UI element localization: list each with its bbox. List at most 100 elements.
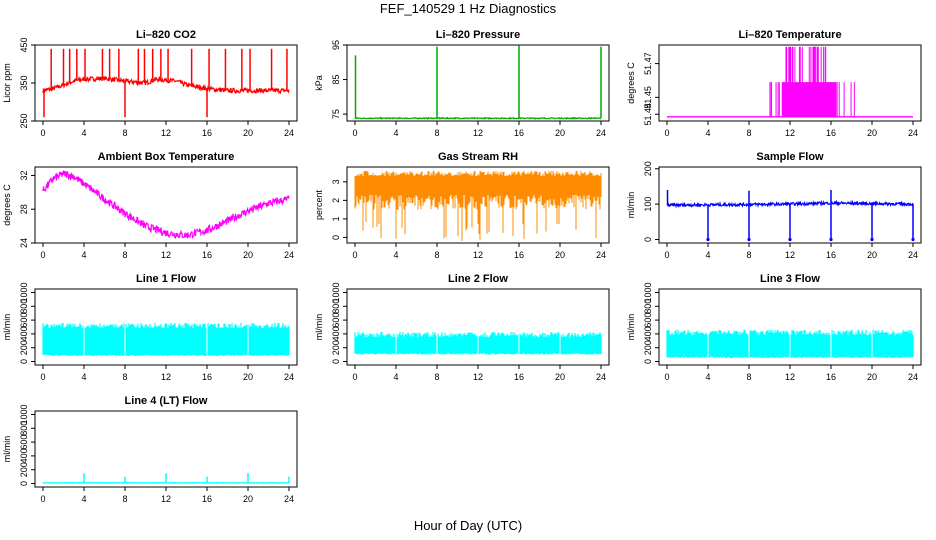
x-tick-label: 20 (867, 128, 877, 138)
x-tick-label: 4 (393, 250, 398, 260)
plot-frame (346, 44, 610, 122)
chart-title: Sample Flow (756, 151, 824, 163)
x-tick-label: 12 (785, 372, 795, 382)
y-tick-label: 250 (19, 113, 29, 128)
x-tick-label: 8 (122, 494, 127, 504)
y-tick-label: 200 (19, 340, 29, 355)
y-tick-label: 800 (643, 299, 653, 314)
y-tick-label: 51.47 (643, 52, 653, 75)
x-tick-label: 24 (908, 250, 918, 260)
chart-panel: Line 2 Flow ml/min 0 4 8 12 16 20 24 0 20040060080… (314, 273, 610, 382)
x-tick-label: 24 (596, 250, 606, 260)
chart-panel: Line 4 (LT) Flow ml/min 0 4 8 12 16 20 24 0 200400… (2, 395, 298, 504)
plot-frame (34, 44, 298, 122)
y-axis-label: kPa (314, 75, 324, 91)
y-tick-label: 85 (331, 75, 341, 85)
y-tick-label: 1000 (331, 282, 341, 302)
x-tick-label: 12 (473, 250, 483, 260)
y-axis-label: percent (314, 189, 324, 220)
series (667, 46, 913, 118)
y-tick-label: 95 (331, 40, 341, 50)
x-tick-label: 4 (81, 128, 86, 138)
chart-title: Line 1 Flow (136, 273, 196, 285)
y-tick-label: 32 (19, 170, 29, 180)
y-tick-label: 400 (19, 326, 29, 341)
chart-title: Line 2 Flow (448, 273, 508, 285)
y-tick-label: 28 (19, 204, 29, 214)
x-tick-label: 20 (243, 494, 253, 504)
x-tick-label: 12 (161, 494, 171, 504)
chart-title: Li–820 Pressure (436, 29, 520, 41)
series-band (42, 322, 290, 357)
y-tick-label: 2 (331, 198, 341, 203)
y-tick-label: 800 (19, 299, 29, 314)
y-tick-label: 800 (19, 421, 29, 436)
chart-title: Gas Stream RH (438, 151, 518, 163)
x-tick-label: 24 (284, 128, 294, 138)
y-axis-label: ml/min (2, 314, 12, 341)
x-tick-label: 20 (555, 250, 565, 260)
x-tick-label: 20 (555, 372, 565, 382)
x-tick-label: 24 (908, 128, 918, 138)
x-tick-label: 16 (514, 372, 524, 382)
series-band (769, 46, 855, 117)
series (666, 329, 914, 359)
y-tick-label: 400 (643, 326, 653, 341)
series (354, 170, 602, 241)
series-band (354, 170, 602, 241)
y-axis-label: ml/min (626, 192, 636, 219)
x-tick-label: 16 (202, 250, 212, 260)
y-tick-label: 0 (331, 359, 341, 364)
series-line (354, 116, 601, 120)
chart-panel: Li–820 Pressure kPa 0 4 8 12 16 20 24 75 85 95 (314, 29, 610, 138)
x-tick-label: 16 (202, 372, 212, 382)
series (354, 331, 602, 355)
x-axis-label: Hour of Day (UTC) (413, 518, 523, 533)
x-tick-label: 24 (596, 372, 606, 382)
x-tick-label: 12 (161, 250, 171, 260)
y-axis-label: ml/min (2, 436, 12, 463)
y-tick-label: 0 (19, 359, 29, 364)
x-tick-label: 16 (202, 494, 212, 504)
x-tick-label: 8 (746, 128, 751, 138)
x-tick-label: 20 (243, 372, 253, 382)
y-axis-label: ml/min (314, 314, 324, 341)
x-tick-label: 0 (352, 372, 357, 382)
series-dip-point (911, 237, 915, 242)
x-tick-label: 16 (826, 250, 836, 260)
x-tick-label: 8 (122, 128, 127, 138)
series-line (42, 75, 290, 95)
x-tick-label: 8 (122, 250, 127, 260)
y-tick-label: 600 (19, 435, 29, 450)
x-tick-label: 0 (664, 128, 669, 138)
x-tick-label: 4 (705, 128, 710, 138)
x-tick-label: 0 (664, 372, 669, 382)
x-tick-label: 24 (284, 250, 294, 260)
series-line (42, 170, 290, 240)
y-tick-label: 200 (331, 340, 341, 355)
x-tick-label: 12 (785, 250, 795, 260)
x-tick-label: 12 (473, 128, 483, 138)
chart-panel: Ambient Box Temperature degrees C 0 4 8 12 16 2… (2, 151, 298, 260)
y-tick-label: 0 (643, 359, 653, 364)
series-dip-point (788, 237, 792, 242)
x-tick-label: 20 (243, 250, 253, 260)
y-tick-label: 400 (19, 448, 29, 463)
chart-title: Li–820 CO2 (136, 29, 196, 41)
y-tick-label: 1000 (643, 282, 653, 302)
x-tick-label: 0 (40, 128, 45, 138)
x-tick-label: 20 (243, 128, 253, 138)
x-tick-label: 20 (555, 128, 565, 138)
chart-panel: Li–820 CO2 Licor ppm 0 4 8 12 16 20 24 250 350 450 (2, 29, 298, 138)
x-tick-label: 4 (81, 250, 86, 260)
y-tick-label: 1000 (19, 404, 29, 424)
y-tick-label: 3 (331, 179, 341, 184)
x-tick-label: 8 (434, 372, 439, 382)
y-tick-label: 0 (19, 481, 29, 486)
y-tick-label: 200 (19, 462, 29, 477)
x-tick-label: 16 (826, 372, 836, 382)
x-tick-label: 20 (867, 372, 877, 382)
x-tick-label: 16 (826, 128, 836, 138)
y-tick-label: 350 (19, 75, 29, 90)
